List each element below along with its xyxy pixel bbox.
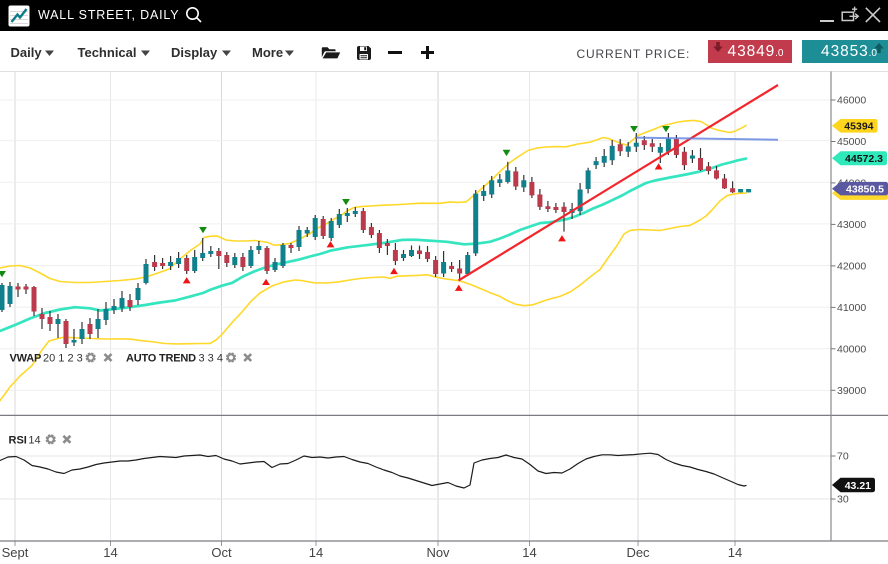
svg-text:30: 30 [837, 494, 849, 506]
svg-text:14: 14 [728, 545, 742, 560]
svg-text:42000: 42000 [837, 261, 866, 273]
svg-text:45394: 45394 [844, 121, 873, 133]
svg-text:43850.5: 43850.5 [846, 184, 884, 196]
svg-text:Sept: Sept [2, 545, 29, 560]
svg-text:43000: 43000 [837, 219, 866, 231]
svg-text:14: 14 [309, 545, 323, 560]
svg-text:Oct: Oct [211, 545, 232, 560]
svg-text:3 3 4: 3 3 4 [199, 353, 223, 365]
svg-text:14: 14 [522, 545, 536, 560]
svg-text:46000: 46000 [837, 95, 866, 107]
svg-text:VWAP: VWAP [10, 353, 42, 365]
svg-text:20 1 2 3: 20 1 2 3 [43, 353, 83, 365]
svg-text:41000: 41000 [837, 302, 866, 314]
svg-text:Dec: Dec [626, 545, 650, 560]
svg-text:RSI: RSI [9, 434, 27, 446]
svg-text:39000: 39000 [837, 385, 866, 397]
svg-text:14: 14 [28, 434, 40, 446]
svg-text:70: 70 [837, 451, 849, 463]
svg-text:43.21: 43.21 [845, 480, 871, 492]
svg-text:40000: 40000 [837, 344, 866, 356]
svg-text:AUTO TREND: AUTO TREND [126, 353, 196, 365]
svg-text:45000: 45000 [837, 136, 866, 148]
svg-text:Nov: Nov [426, 545, 450, 560]
svg-text:44572.3: 44572.3 [845, 153, 883, 165]
svg-text:14: 14 [103, 545, 117, 560]
